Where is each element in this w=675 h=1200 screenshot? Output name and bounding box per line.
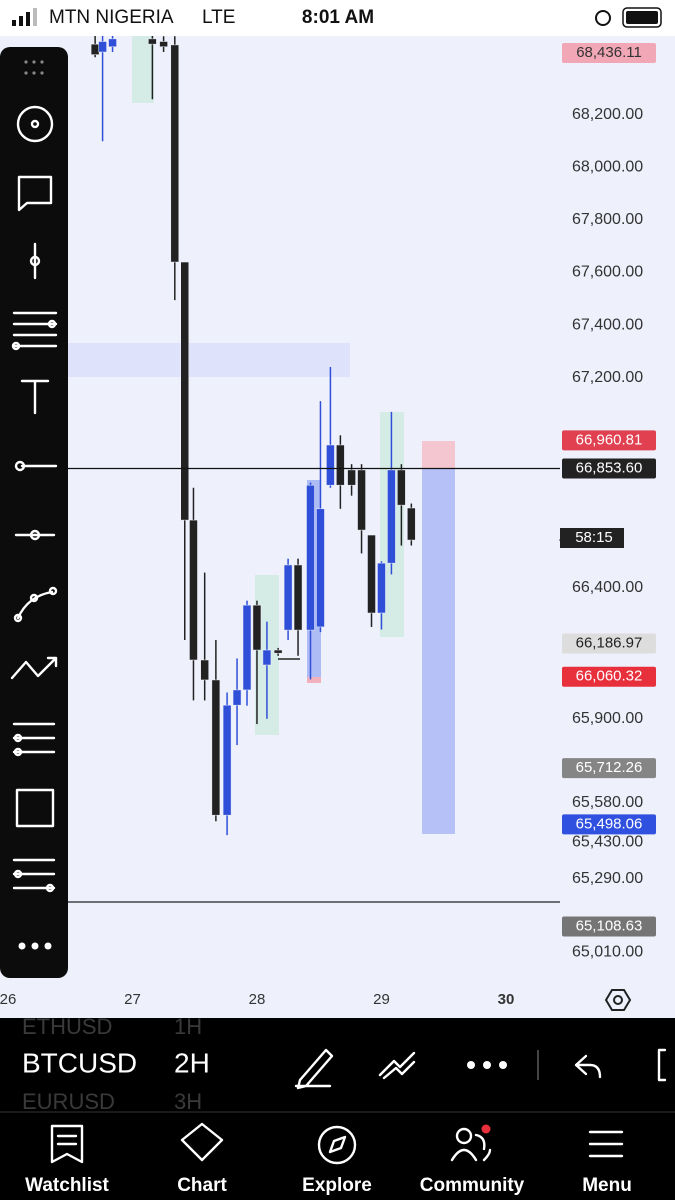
price-badge-label: 68,436.11 — [576, 44, 642, 61]
y-tick-label: 65,580.00 — [572, 794, 643, 811]
status-bar — [0, 0, 675, 36]
zone — [307, 677, 321, 683]
interval: 3H — [174, 1089, 202, 1114]
interval: 1H — [174, 1014, 202, 1039]
candle-body — [108, 38, 117, 48]
price-badge — [562, 43, 656, 64]
y-tick-label: 67,800.00 — [572, 211, 643, 228]
interval: 2H — [174, 1047, 210, 1078]
y-tick-label: 68,200.00 — [572, 106, 643, 123]
y-tick-label: 65,430.00 — [572, 833, 643, 850]
candle-body — [211, 679, 221, 816]
tab-label: Watchlist — [25, 1175, 109, 1196]
price-badge-label: 66,960.81 — [576, 431, 643, 448]
y-tick-label: 67,400.00 — [572, 316, 643, 333]
battery — [595, 7, 662, 28]
candle-body — [377, 562, 386, 614]
notification-dot — [481, 1124, 491, 1134]
price-badge-label: 66,186.97 — [576, 634, 643, 651]
zone — [60, 343, 350, 377]
countdown: 58:15 — [575, 529, 613, 546]
x-tick-label: 29 — [373, 991, 390, 1008]
candle-body — [189, 519, 198, 661]
symbol[interactable]: BTCUSD — [22, 1047, 137, 1078]
x-tick-label: 28 — [249, 991, 266, 1008]
candle-body — [232, 689, 242, 706]
price-badge — [562, 430, 656, 451]
y-tick-label: 66,400.00 — [572, 579, 643, 596]
y-tick-label: 65,010.00 — [572, 944, 643, 961]
position-stop — [422, 441, 455, 468]
candle-body — [252, 604, 262, 651]
candle-body — [306, 484, 315, 631]
candle-body — [148, 38, 157, 45]
tab-icons[interactable] — [50, 1122, 624, 1165]
carrier: MTN NIGERIA — [49, 7, 174, 28]
candle-body — [159, 41, 168, 48]
candle-body — [180, 261, 190, 521]
position-target — [422, 468, 455, 834]
countdown-badge — [560, 528, 624, 548]
chart-area[interactable] — [0, 36, 675, 1018]
x-tick-label: 26 — [0, 991, 16, 1008]
candle-body — [407, 507, 416, 541]
candle-body — [222, 704, 232, 816]
price-badge — [562, 758, 656, 779]
tab-label: Chart — [177, 1175, 227, 1196]
tool-icons[interactable] — [10, 105, 58, 893]
candle-body — [336, 444, 345, 486]
network: LTE — [202, 7, 235, 28]
candle-body — [387, 469, 396, 564]
price-badge-label: 65,712.26 — [576, 759, 643, 776]
price-badge — [562, 916, 656, 937]
price-badge — [562, 666, 656, 687]
settings-icon[interactable] — [604, 989, 632, 1011]
candle-body — [293, 564, 303, 631]
candle-body — [242, 604, 252, 691]
price-badge — [562, 458, 656, 479]
y-tick-label: 68,000.00 — [572, 159, 643, 176]
tab-label: Community — [420, 1175, 525, 1196]
clock: 8:01 AM — [302, 7, 374, 28]
plot — [0, 36, 560, 903]
candle-body — [98, 41, 107, 53]
candle-body — [200, 659, 209, 681]
symbol[interactable]: EURUSD — [22, 1089, 115, 1114]
price-badge-label: 65,498.06 — [576, 815, 643, 832]
y-tick-label: 67,600.00 — [572, 264, 643, 281]
candle-body — [367, 534, 376, 614]
candle-body — [316, 508, 325, 628]
price-badge-label: 66,060.32 — [576, 668, 643, 685]
panel-icons[interactable] — [294, 1048, 667, 1090]
candle-body — [273, 649, 283, 654]
candle-body — [262, 649, 272, 666]
x-tick-label: 30 — [498, 991, 515, 1008]
candle-body — [90, 43, 100, 55]
y-tick-label: 67,200.00 — [572, 369, 643, 386]
tab-label: Explore — [302, 1175, 372, 1196]
y-tick-label: 65,900.00 — [572, 710, 643, 727]
y-tick-label: 65,290.00 — [572, 870, 643, 887]
price-badge — [562, 633, 656, 654]
bottom-panel — [0, 1018, 675, 1200]
candle-body — [283, 564, 293, 631]
signal — [12, 8, 37, 26]
candle-body — [357, 469, 366, 531]
candle-body — [170, 44, 180, 263]
tab-label: Menu — [582, 1175, 632, 1196]
drawing-toolbar — [0, 47, 68, 978]
price-badge — [562, 814, 656, 835]
price-badge-label: 66,853.60 — [576, 459, 643, 476]
x-tick-label: 27 — [124, 991, 141, 1008]
zone — [132, 36, 154, 103]
candle-body — [347, 469, 356, 486]
candle-body — [326, 444, 335, 486]
price-badge-label: 65,108.63 — [576, 918, 643, 935]
symbol[interactable]: ETHUSD — [22, 1014, 112, 1039]
candle-body — [397, 469, 406, 506]
